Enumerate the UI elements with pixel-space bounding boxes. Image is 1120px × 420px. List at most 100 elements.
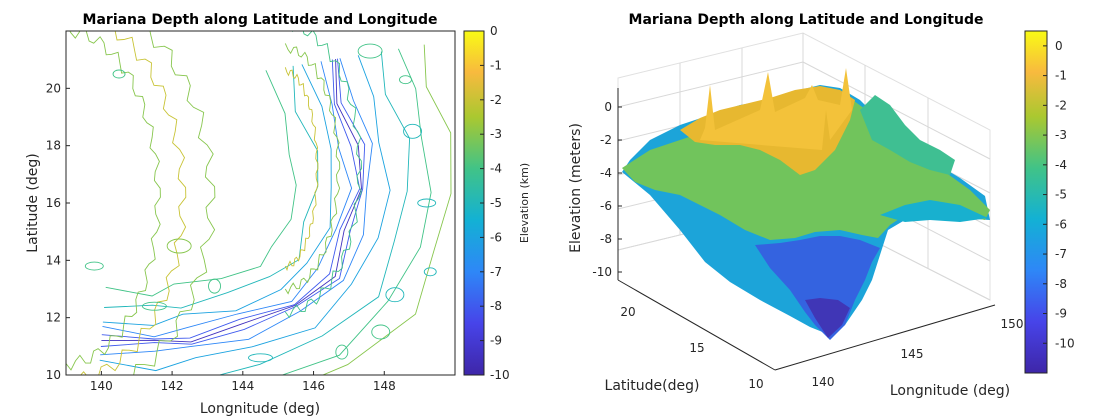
right-z-tick-label: 0 [604,100,612,114]
right-chart-title: Mariana Depth along Latitude and Longitu… [629,12,984,28]
right-colorbar [1024,30,1048,374]
right-z-tick-label: -2 [600,133,612,147]
left-y-axis-label: Latitude (deg) [25,153,41,252]
left-colorbar-tick-label: -9 [490,334,502,348]
left-colorbar-tick-label: -4 [490,162,502,176]
contour-line [100,58,373,356]
right-colorbar-tick-label: 0 [1055,39,1063,53]
surface-trench-deep [805,298,850,338]
left-colorbar-tick-label: -1 [490,58,502,72]
left-contour-lines [66,31,452,375]
surface-spikes [700,68,852,150]
surface-trench [755,236,880,340]
left-colorbar-tick-label: 0 [490,24,498,38]
contour-blob [112,69,126,79]
right-surface [622,68,990,340]
contour-line [284,67,319,272]
right-colorbar-tick-label: -4 [1055,158,1067,172]
contour-line [217,51,411,375]
right-chart: Mariana Depth along Latitude and Longitu… [568,12,1075,399]
contour-line [99,55,391,372]
right-y-ticks: 10 15 20 [620,305,763,391]
contour-blob [423,267,437,277]
left-y-tick-label: 12 [46,311,61,325]
left-colorbar-tick-label: -6 [490,230,502,244]
contour-line [281,48,432,375]
left-colorbar-tick-label: -5 [490,196,502,210]
right-colorbar-tick-label: -1 [1055,69,1067,83]
surface-right-wall [860,95,955,175]
right-colorbar-tick-label: -6 [1055,217,1067,231]
left-y-tick-label: 14 [46,253,61,267]
contour-blob [357,43,383,59]
right-x-axis-line [774,304,996,371]
left-x-axis-label: Longnitude (deg) [200,401,320,417]
left-colorbar-tick-label: -7 [490,265,502,279]
contour-line [133,31,216,375]
right-colorbar-ticks: 0 -1 -2 -3 -4 -5 -6 -7 -8 -9 -10 [1043,39,1075,350]
contour-line [102,64,332,326]
right-colorbar-tick-label: -8 [1055,277,1067,291]
surface-right-foot [880,200,988,222]
contour-line [321,44,452,375]
left-colorbar-tick-label: -10 [490,368,510,382]
contour-blob [84,261,104,271]
contour-blob [248,353,273,363]
contour-line [284,43,341,295]
right-z-tick-label: -10 [592,265,612,279]
right-x-tick-label: 140 [812,375,835,389]
left-x-ticks: 140 142 144 146 148 [90,371,396,393]
left-x-tick-label: 146 [302,379,325,393]
right-colorbar-tick-label: -2 [1055,98,1067,112]
left-y-tick-label: 16 [46,196,61,210]
contour-line [80,31,187,375]
right-y-axis-line [617,279,776,371]
right-x-tick-label: 150 [1001,317,1024,331]
right-x-tick-label: 145 [901,347,924,361]
contour-blob [371,324,391,340]
right-z-ticks: 0 -2 -4 -6 -8 -10 [592,100,622,279]
right-y-tick-label: 15 [689,341,704,355]
right-colorbar-tick-label: -3 [1055,128,1067,142]
left-y-tick-label: 20 [46,81,61,95]
right-x-axis-label: Longnitude (deg) [890,383,1010,399]
contour-blob [141,301,167,311]
right-z-tick-label: -6 [600,199,612,213]
right-z-tick-label: -8 [600,232,612,246]
right-colorbar-tick-label: -5 [1055,188,1067,202]
contour-line [66,31,161,371]
contour-blob [166,238,192,254]
left-x-tick-label: 140 [90,379,113,393]
contour-blob [335,344,349,360]
left-x-tick-label: 144 [231,379,254,393]
contour-blob [208,278,221,294]
contour-line [101,58,362,343]
left-colorbar-tick-label: -3 [490,127,502,141]
right-y-tick-label: 20 [620,305,635,319]
left-colorbar-label: Elevation (km) [518,163,531,243]
left-colorbar-tick-label: -2 [490,93,502,107]
left-chart: Mariana Depth along Latitude and Longitu… [25,12,531,417]
right-y-tick-label: 10 [748,377,763,391]
left-y-tick-label: 10 [46,368,61,382]
left-y-tick-label: 18 [46,139,61,153]
left-colorbar-ticks: 0 -1 -2 -3 -4 -5 -6 -7 -8 -9 -10 [480,24,510,382]
left-chart-title: Mariana Depth along Latitude and Longitu… [83,12,438,28]
left-x-tick-label: 142 [161,379,184,393]
contour-blob [385,287,405,303]
contour-line [284,31,362,319]
left-x-tick-label: 148 [373,379,396,393]
right-colorbar-tick-label: -7 [1055,247,1067,261]
right-colorbar-tick-label: -10 [1055,336,1075,350]
right-y-axis-label: Latitude(deg) [605,378,700,394]
contour-line [101,59,361,340]
right-x-ticks: 140 145 150 [812,317,1024,389]
left-colorbar-tick-label: -8 [490,299,502,313]
right-z-axis-label: Elevation (meters) [568,123,584,253]
contour-line [105,70,297,297]
right-z-tick-label: -4 [600,166,612,180]
right-colorbar-tick-label: -9 [1055,307,1067,321]
contour-blob [417,198,437,208]
left-y-ticks: 10 12 14 16 18 20 [46,81,70,382]
